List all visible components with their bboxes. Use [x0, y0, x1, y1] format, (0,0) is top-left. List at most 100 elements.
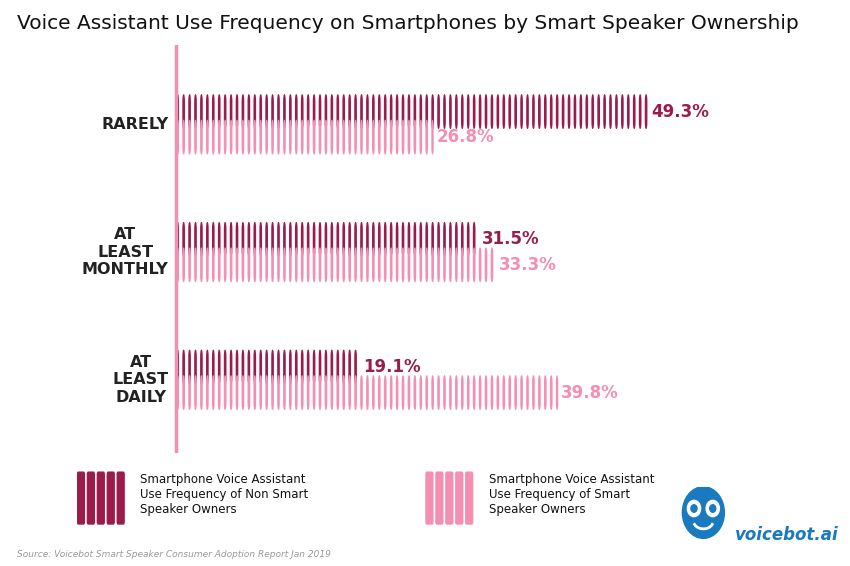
- FancyBboxPatch shape: [218, 350, 220, 384]
- Text: 26.8%: 26.8%: [437, 128, 494, 146]
- FancyBboxPatch shape: [194, 247, 197, 282]
- FancyBboxPatch shape: [188, 94, 191, 129]
- FancyBboxPatch shape: [639, 94, 642, 129]
- FancyBboxPatch shape: [449, 222, 452, 257]
- Circle shape: [706, 500, 719, 517]
- FancyBboxPatch shape: [431, 120, 434, 155]
- FancyBboxPatch shape: [408, 94, 411, 129]
- Text: AT
LEAST
MONTHLY: AT LEAST MONTHLY: [82, 227, 168, 277]
- FancyBboxPatch shape: [247, 222, 250, 257]
- FancyBboxPatch shape: [259, 247, 262, 282]
- FancyBboxPatch shape: [425, 471, 434, 525]
- FancyBboxPatch shape: [467, 222, 469, 257]
- FancyBboxPatch shape: [301, 222, 303, 257]
- FancyBboxPatch shape: [283, 375, 286, 410]
- FancyBboxPatch shape: [206, 375, 209, 410]
- FancyBboxPatch shape: [337, 247, 339, 282]
- FancyBboxPatch shape: [241, 247, 244, 282]
- FancyBboxPatch shape: [325, 94, 327, 129]
- FancyBboxPatch shape: [325, 375, 327, 410]
- FancyBboxPatch shape: [443, 222, 446, 257]
- FancyBboxPatch shape: [271, 350, 274, 384]
- FancyBboxPatch shape: [194, 222, 197, 257]
- FancyBboxPatch shape: [188, 120, 191, 155]
- FancyBboxPatch shape: [212, 247, 214, 282]
- FancyBboxPatch shape: [372, 94, 375, 129]
- FancyBboxPatch shape: [414, 94, 416, 129]
- Text: 39.8%: 39.8%: [561, 384, 619, 402]
- FancyBboxPatch shape: [277, 94, 280, 129]
- FancyBboxPatch shape: [313, 94, 315, 129]
- FancyBboxPatch shape: [615, 94, 618, 129]
- FancyBboxPatch shape: [325, 222, 327, 257]
- FancyBboxPatch shape: [106, 471, 115, 525]
- FancyBboxPatch shape: [313, 247, 315, 282]
- FancyBboxPatch shape: [396, 222, 399, 257]
- FancyBboxPatch shape: [390, 120, 393, 155]
- FancyBboxPatch shape: [390, 222, 393, 257]
- FancyBboxPatch shape: [212, 222, 214, 257]
- FancyBboxPatch shape: [435, 471, 444, 525]
- FancyBboxPatch shape: [230, 350, 232, 384]
- FancyBboxPatch shape: [230, 247, 232, 282]
- FancyBboxPatch shape: [241, 350, 244, 384]
- Text: Smartphone Voice Assistant
Use Frequency of Smart
Speaker Owners: Smartphone Voice Assistant Use Frequency…: [489, 473, 654, 516]
- FancyBboxPatch shape: [455, 94, 457, 129]
- FancyBboxPatch shape: [224, 222, 226, 257]
- FancyBboxPatch shape: [556, 375, 558, 410]
- FancyBboxPatch shape: [502, 375, 505, 410]
- FancyBboxPatch shape: [337, 375, 339, 410]
- FancyBboxPatch shape: [177, 222, 179, 257]
- FancyBboxPatch shape: [277, 350, 280, 384]
- FancyBboxPatch shape: [289, 247, 292, 282]
- FancyBboxPatch shape: [467, 375, 469, 410]
- FancyBboxPatch shape: [218, 375, 220, 410]
- FancyBboxPatch shape: [218, 94, 220, 129]
- FancyBboxPatch shape: [449, 94, 452, 129]
- FancyBboxPatch shape: [253, 94, 256, 129]
- FancyBboxPatch shape: [271, 120, 274, 155]
- FancyBboxPatch shape: [277, 375, 280, 410]
- FancyBboxPatch shape: [514, 94, 517, 129]
- FancyBboxPatch shape: [556, 94, 558, 129]
- FancyBboxPatch shape: [443, 94, 446, 129]
- FancyBboxPatch shape: [331, 94, 333, 129]
- FancyBboxPatch shape: [325, 120, 327, 155]
- FancyBboxPatch shape: [177, 375, 179, 410]
- FancyBboxPatch shape: [414, 247, 416, 282]
- Circle shape: [710, 505, 716, 512]
- Text: AT
LEAST
DAILY: AT LEAST DAILY: [112, 355, 168, 405]
- FancyBboxPatch shape: [604, 94, 606, 129]
- FancyBboxPatch shape: [295, 94, 298, 129]
- FancyBboxPatch shape: [479, 247, 481, 282]
- FancyBboxPatch shape: [182, 247, 185, 282]
- FancyBboxPatch shape: [490, 94, 493, 129]
- FancyBboxPatch shape: [301, 120, 303, 155]
- FancyBboxPatch shape: [402, 120, 405, 155]
- FancyBboxPatch shape: [508, 94, 511, 129]
- FancyBboxPatch shape: [194, 120, 197, 155]
- FancyBboxPatch shape: [265, 350, 268, 384]
- FancyBboxPatch shape: [289, 375, 292, 410]
- FancyBboxPatch shape: [224, 350, 226, 384]
- FancyBboxPatch shape: [188, 350, 191, 384]
- FancyBboxPatch shape: [592, 94, 594, 129]
- FancyBboxPatch shape: [390, 247, 393, 282]
- FancyBboxPatch shape: [343, 375, 345, 410]
- FancyBboxPatch shape: [496, 94, 499, 129]
- FancyBboxPatch shape: [496, 375, 499, 410]
- FancyBboxPatch shape: [366, 120, 369, 155]
- FancyBboxPatch shape: [372, 247, 375, 282]
- FancyBboxPatch shape: [200, 350, 203, 384]
- FancyBboxPatch shape: [271, 375, 274, 410]
- FancyBboxPatch shape: [645, 94, 648, 129]
- FancyBboxPatch shape: [484, 247, 487, 282]
- FancyBboxPatch shape: [331, 120, 333, 155]
- FancyBboxPatch shape: [247, 375, 250, 410]
- FancyBboxPatch shape: [271, 222, 274, 257]
- FancyBboxPatch shape: [313, 350, 315, 384]
- FancyBboxPatch shape: [265, 375, 268, 410]
- Text: RARELY: RARELY: [102, 117, 168, 132]
- FancyBboxPatch shape: [390, 94, 393, 129]
- Circle shape: [691, 505, 697, 512]
